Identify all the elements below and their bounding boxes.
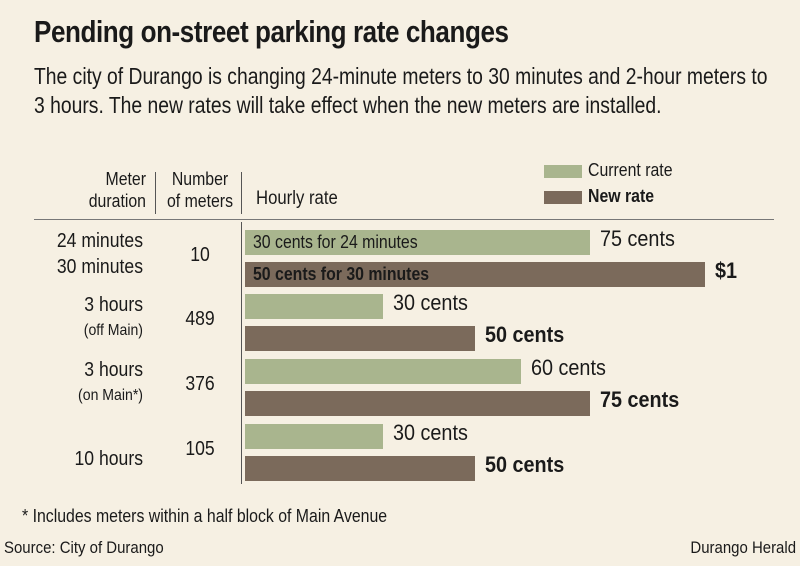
- bar-new-value-label: 75 cents: [600, 387, 680, 412]
- header-divider-1: [155, 172, 156, 214]
- bar-current-value-label: 75 cents: [600, 226, 675, 251]
- legend-swatch-new: [544, 191, 582, 204]
- header-meter-line1: Meter: [105, 169, 146, 189]
- bar-new-rate: [245, 456, 475, 481]
- bar-new-value-label: $1: [715, 258, 738, 283]
- row-label: 3 hours (off Main): [46, 292, 143, 344]
- bar-current-value-label: 30 cents: [393, 290, 468, 315]
- bar-new-value-label: 50 cents: [485, 452, 565, 477]
- legend-swatch-current: [544, 165, 582, 178]
- bar-new-value-label: 50 cents: [485, 322, 565, 347]
- bar-current-rate: [245, 424, 383, 449]
- footnote: * Includes meters within a half block of…: [22, 506, 388, 526]
- row-meter-count: 489: [185, 308, 215, 330]
- bar-current-rate: [245, 359, 521, 384]
- chart-subtitle: The city of Durango is changing 24-minut…: [34, 63, 768, 118]
- header-divider-2: [241, 172, 242, 214]
- header-hourly-rate: Hourly rate: [256, 188, 338, 209]
- header-rule: [34, 219, 774, 220]
- bar-new-rate: [245, 326, 475, 351]
- bar-current-value-label: 60 cents: [531, 355, 606, 380]
- row-meter-count: 105: [185, 438, 215, 460]
- header-number-line1: Number: [171, 169, 229, 189]
- bar-current-inner-label: 30 cents for 24 minutes: [253, 232, 418, 252]
- row-label: 24 minutes 30 minutes: [46, 228, 143, 280]
- row-label-line1: 10 hours: [74, 448, 143, 470]
- credit-note: Durango Herald: [690, 538, 796, 557]
- bar-new-rate: [245, 391, 590, 416]
- row-meter-count: 376: [185, 373, 215, 395]
- row-label-line2: 30 minutes: [56, 256, 143, 278]
- bar-current-value-label: 30 cents: [393, 420, 468, 445]
- legend-label-current: Current rate: [588, 160, 673, 180]
- header-meter-duration: Meter duration: [62, 168, 146, 212]
- bar-new-inner-label: 50 cents for 30 minutes: [253, 264, 430, 284]
- axis-baseline: [241, 222, 242, 484]
- header-number-of-meters: Number of meters: [165, 168, 235, 212]
- row-label-line1: 3 hours: [84, 294, 143, 316]
- header-meter-line2: duration: [88, 191, 146, 211]
- row-label: 10 hours: [46, 446, 143, 472]
- row-label-line2: (on Main*): [78, 387, 143, 404]
- row-label-line1: 24 minutes: [56, 230, 143, 252]
- row-label: 3 hours (on Main*): [46, 357, 143, 409]
- row-meter-count: 10: [190, 244, 210, 266]
- row-label-line2: (off Main): [83, 322, 143, 339]
- bar-new-rate: 50 cents for 30 minutes: [245, 262, 705, 287]
- legend-label-new: New rate: [588, 186, 655, 206]
- bar-current-rate: [245, 294, 383, 319]
- bar-current-rate: 30 cents for 24 minutes: [245, 230, 590, 255]
- chart-title: Pending on-street parking rate changes: [34, 14, 509, 49]
- source-note: Source: City of Durango: [4, 538, 164, 557]
- row-label-line1: 3 hours: [84, 359, 143, 381]
- header-number-line2: of meters: [166, 191, 234, 211]
